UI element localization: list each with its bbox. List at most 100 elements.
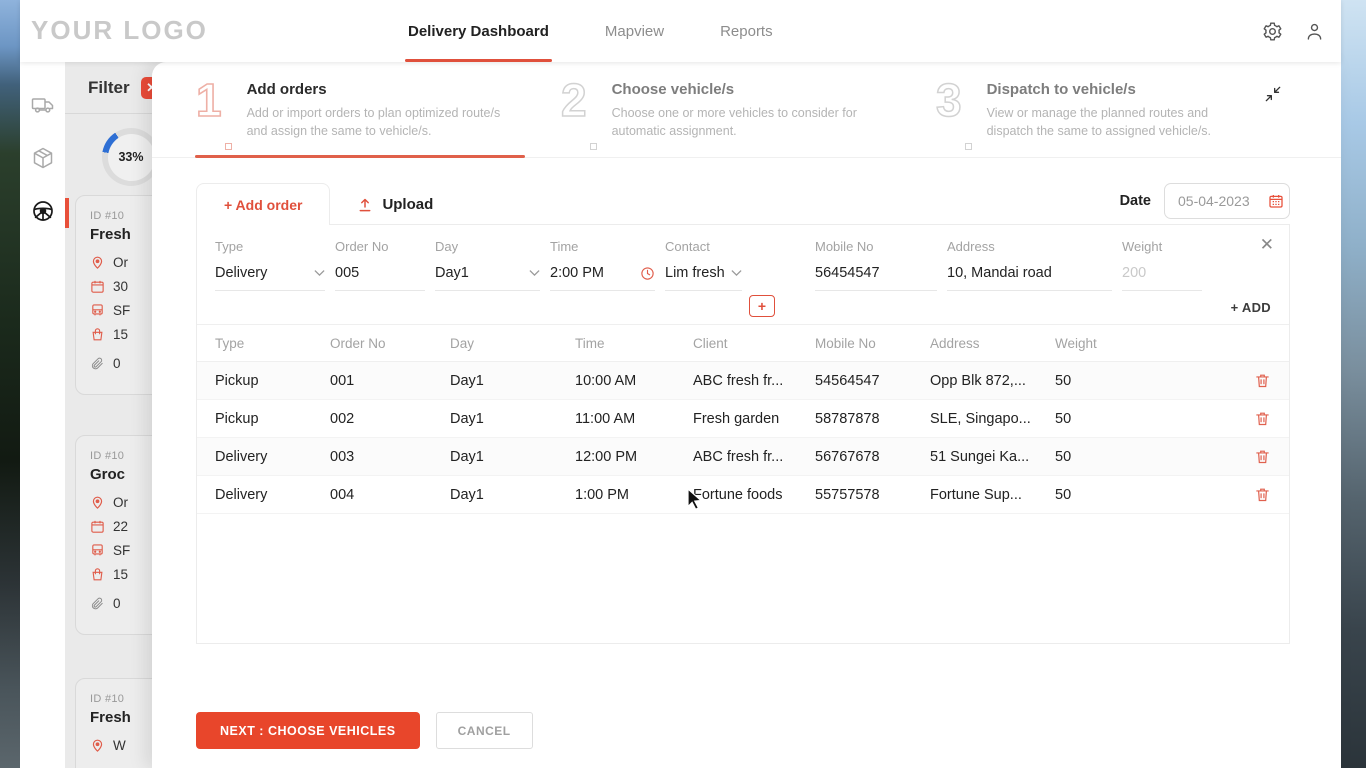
add-contact-button[interactable]: + (749, 295, 775, 317)
order-card-name: Fresh (90, 709, 131, 726)
location-pin-icon (92, 739, 103, 752)
order-card-attachments: 0 (113, 596, 121, 611)
order-card-location: W (113, 738, 126, 753)
location-pin-icon (92, 256, 103, 269)
step-title: Add orders (246, 81, 327, 98)
clock-icon (641, 266, 654, 280)
step-choose-vehicles[interactable]: 2 Choose vehicle/s Choose one or more ve… (560, 74, 936, 157)
filter-title: Filter (88, 77, 130, 97)
active-step-underline (195, 155, 525, 158)
next-choose-vehicles-button[interactable]: NEXT : CHOOSE VEHICLES (196, 712, 420, 749)
weight-input[interactable] (1122, 265, 1202, 281)
logo: YOUR LOGO (31, 15, 208, 45)
background-photo-right (1341, 0, 1366, 768)
background-photo-left (0, 0, 20, 768)
date-picker-group: Date (1120, 183, 1290, 219)
type-select[interactable]: Delivery (215, 265, 325, 291)
mobile-label: Mobile No (815, 239, 874, 254)
delete-row-icon[interactable] (1254, 448, 1271, 465)
vehicle-icon (92, 544, 103, 556)
paperclip-icon (91, 357, 103, 370)
time-label: Time (550, 239, 579, 254)
plus-icon: + (757, 298, 767, 314)
step-dispatch-vehicles[interactable]: 3 Dispatch to vehicle/s View or manage t… (935, 74, 1285, 157)
stepper: 1 Add orders Add or import orders to pla… (152, 62, 1341, 158)
step-number: 1 (195, 74, 222, 126)
step-number-dot (224, 143, 232, 150)
modal-body: + Add order Upload Date (152, 158, 1341, 749)
plan-orders-modal: 1 Add orders Add or import orders to pla… (152, 62, 1341, 768)
step-description: Add or import orders to plan optimized r… (246, 106, 501, 139)
step-description: Choose one or more vehicles to consider … (611, 106, 857, 139)
delete-row-icon[interactable] (1254, 486, 1271, 503)
add-order-row-button[interactable]: + ADD (1230, 300, 1271, 315)
day-select[interactable]: Day1 (435, 265, 540, 291)
mobile-input[interactable] (815, 265, 937, 281)
weight-bag-icon (92, 568, 103, 581)
orders-toolbar: + Add order Upload Date (196, 182, 1290, 225)
nav-delivery-dashboard[interactable]: Delivery Dashboard (405, 0, 552, 62)
order-card-weight: 15 (113, 327, 129, 342)
step-number: 2 (560, 74, 587, 126)
step-number-dot (589, 143, 597, 150)
sidebar-item-deliveries[interactable] (30, 92, 56, 118)
step-number-dot (964, 143, 972, 150)
date-input-box[interactable] (1164, 183, 1290, 219)
orders-table-body: Pickup 001 Day1 10:00 AM ABC fresh fr... 5456… (197, 362, 1289, 514)
chevron-down-icon (314, 270, 325, 277)
step-description: View or manage the planned routes and di… (986, 106, 1212, 139)
date-label: Date (1119, 193, 1151, 209)
calendar-icon (91, 520, 104, 533)
package-icon (33, 147, 52, 169)
step-add-orders[interactable]: 1 Add orders Add or import orders to pla… (195, 74, 561, 157)
orders-card: Type Delivery Order No Day (196, 224, 1290, 644)
vehicle-icon (92, 304, 103, 316)
order-no-input[interactable] (335, 265, 425, 281)
order-card-id: ID #10 (90, 693, 125, 705)
settings-gear-icon[interactable] (1262, 21, 1283, 42)
order-card-name: Fresh (90, 226, 131, 243)
form-close-icon[interactable]: ✕ (1259, 235, 1274, 254)
order-card-date: 22 (113, 519, 129, 534)
step-title: Choose vehicle/s (611, 81, 735, 98)
sidebar-item-orders[interactable] (30, 145, 56, 171)
order-card-weight: 15 (113, 567, 129, 582)
address-input[interactable] (947, 265, 1112, 281)
chevron-down-icon (731, 270, 742, 277)
progress-value: 33% (107, 133, 155, 181)
address-label: Address (947, 239, 995, 254)
order-card-vehicle: SF (113, 543, 131, 558)
table-row: Delivery 004 Day1 1:00 PM Fortune foods 55757… (197, 476, 1289, 514)
weight-bag-icon (92, 328, 103, 341)
time-picker[interactable]: 2:00 PM (550, 265, 655, 291)
collapse-panel-icon[interactable] (1263, 84, 1283, 104)
orders-table-header: Type Order No Day Time Client Mobile No … (197, 325, 1289, 362)
delete-row-icon[interactable] (1254, 410, 1271, 427)
cancel-button[interactable]: CANCEL (435, 712, 533, 749)
chevron-down-icon (529, 270, 540, 277)
sidebar-item-drivers[interactable] (30, 198, 56, 224)
order-card-id: ID #10 (90, 450, 125, 462)
location-pin-icon (92, 496, 103, 509)
order-card-vehicle: SF (113, 303, 131, 318)
user-profile-icon[interactable] (1304, 21, 1325, 42)
tab-add-order[interactable]: + Add order (196, 183, 331, 225)
nav-mapview[interactable]: Mapview (604, 22, 665, 40)
calendar-icon (1269, 195, 1283, 208)
order-card-location: Or (113, 255, 128, 270)
order-card-id: ID #10 (90, 210, 125, 222)
tab-upload[interactable]: Upload (357, 196, 433, 213)
date-input[interactable] (1178, 193, 1262, 209)
order-card-location: Or (113, 495, 128, 510)
truck-icon (31, 98, 53, 113)
close-x-icon: ✕ (146, 81, 157, 94)
nav-reports[interactable]: Reports (720, 22, 773, 40)
footer-actions: NEXT : CHOOSE VEHICLES CANCEL (196, 712, 1290, 749)
step-number: 3 (935, 74, 962, 126)
main-nav: Delivery Dashboard Mapview Reports (405, 0, 773, 62)
header-icons (1262, 0, 1325, 62)
contact-select[interactable]: Lim fresh f... (665, 265, 742, 291)
delete-row-icon[interactable] (1254, 372, 1271, 389)
steering-wheel-icon (32, 201, 53, 221)
